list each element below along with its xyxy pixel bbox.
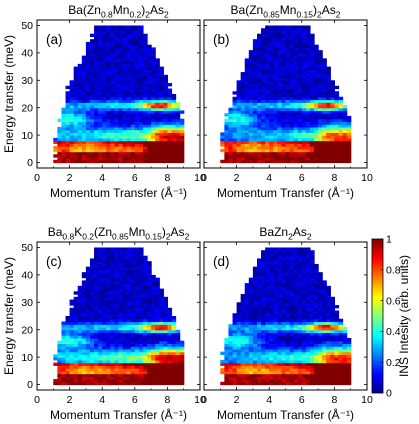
y-ticks — [204, 247, 367, 385]
panel-title: Ba(Zn0.8Mn0.2)2As2 — [68, 3, 169, 20]
y-axis-label: Energy transfer (meV) — [2, 257, 16, 375]
colorbar-tick-label: 0.4 — [386, 326, 401, 338]
x-tick-label: 4 — [99, 394, 105, 406]
y-tick-label: 10 — [21, 130, 33, 142]
y-ticks: 0 10 20 30 40 50 — [21, 20, 200, 169]
colorbar-tick-label: 0 — [386, 388, 392, 400]
x-axis-label: Momentum Transfer (Å⁻¹) — [50, 185, 187, 200]
heatmap-cells — [220, 247, 352, 386]
x-tick-label: 6 — [132, 394, 138, 406]
y-tick-label: 0 — [27, 157, 33, 169]
x-tick-label: 10 — [194, 172, 206, 184]
x-tick-label: 2 — [67, 172, 73, 184]
colorbar-tick-label: 1 — [386, 234, 392, 246]
y-ticks: 0 10 20 30 40 50 — [21, 242, 200, 391]
x-tick-label: 8 — [331, 172, 337, 184]
y-tick-label: 0 — [27, 379, 33, 391]
panel-title: Ba0.8K0.2(Zn0.85Mn0.15)2As2 — [48, 225, 190, 242]
x-tick-label: 8 — [164, 394, 170, 406]
heatmap-cells — [220, 25, 352, 164]
x-tick-label: 10 — [361, 172, 373, 184]
x-tick-label: 10 — [361, 394, 373, 406]
y-axis-label: Energy transfer (meV) — [2, 35, 16, 153]
x-tick-label: 2 — [67, 394, 73, 406]
panel-label: (c) — [46, 254, 62, 269]
y-ticks — [204, 25, 367, 163]
x-axis-label: Momentum Transfer (Å⁻¹) — [217, 185, 354, 200]
colorbar: 0 0.2 0.4 0.6 0.8 1 INS Intesity (arb. units) — [371, 234, 411, 400]
y-tick-label: 30 — [21, 75, 33, 87]
y-tick-label: 40 — [21, 270, 33, 282]
panel-b: 0 2 4 6 8 10 (b)Ba(Zn0.85Mn0.15)2As2 Momentum T… — [201, 3, 373, 200]
y-tick-label: 50 — [21, 242, 33, 254]
x-tick-label: 0 — [34, 394, 40, 406]
x-ticks: 0 2 4 6 8 10 — [201, 20, 373, 184]
panel-label: (b) — [213, 32, 230, 47]
heatmap-cells — [53, 247, 185, 386]
x-tick-label: 10 — [194, 394, 206, 406]
y-tick-label: 20 — [21, 102, 33, 114]
panel-label: (d) — [213, 254, 230, 269]
x-tick-label: 8 — [164, 172, 170, 184]
x-tick-label: 4 — [266, 172, 272, 184]
panel-c: 0 2 4 6 8 1001020304050(c)Ba0.8K0.2(Zn0.85Mn0… — [2, 225, 206, 422]
x-tick-label: 0 — [201, 172, 207, 184]
y-tick-label: 30 — [21, 297, 33, 309]
x-tick-label: 2 — [234, 394, 240, 406]
panel-label: (a) — [46, 32, 63, 47]
panel-a: 0 2 4 6 8 1001020304050(a)Ba(Zn0.8Mn0.2)2As2M… — [2, 3, 206, 200]
x-tick-label: 6 — [132, 172, 138, 184]
colorbar-tick-label: 0.6 — [386, 295, 401, 307]
heatmap-cells — [53, 25, 185, 164]
x-tick-label: 0 — [201, 394, 207, 406]
x-tick-label: 6 — [299, 394, 305, 406]
panel-title: BaZn2As2 — [259, 225, 311, 242]
x-tick-label: 4 — [99, 172, 105, 184]
x-ticks: 0 2 4 6 8 10 — [201, 242, 373, 406]
colorbar-gradient — [371, 238, 384, 394]
x-tick-label: 8 — [331, 394, 337, 406]
x-ticks: 0 2 4 6 8 10 — [34, 242, 206, 406]
y-tick-label: 40 — [21, 48, 33, 60]
x-tick-label: 4 — [266, 394, 272, 406]
x-tick-label: 6 — [299, 172, 305, 184]
x-tick-label: 0 — [34, 172, 40, 184]
y-tick-label: 10 — [21, 352, 33, 364]
panel-d: 0 2 4 6 8 10 (d) BaZn2As2 Momentum Transfer (Å⁻¹… — [201, 225, 373, 422]
x-axis-label: Momentum Transfer (Å⁻¹) — [217, 407, 354, 422]
x-tick-label: 2 — [234, 172, 240, 184]
colorbar-tick-label: 0.2 — [386, 357, 401, 369]
x-ticks: 0 2 4 6 8 10 — [34, 20, 206, 184]
colorbar-tick-label: 0.8 — [386, 265, 401, 277]
panel-title: Ba(Zn0.85Mn0.15)2As2 — [231, 3, 341, 20]
x-axis-label: Momentum Transfer (Å⁻¹) — [50, 407, 187, 422]
colorbar-label: INS Intesity (arb. units) — [397, 255, 411, 377]
y-tick-label: 50 — [21, 20, 33, 32]
y-tick-label: 20 — [21, 324, 33, 336]
